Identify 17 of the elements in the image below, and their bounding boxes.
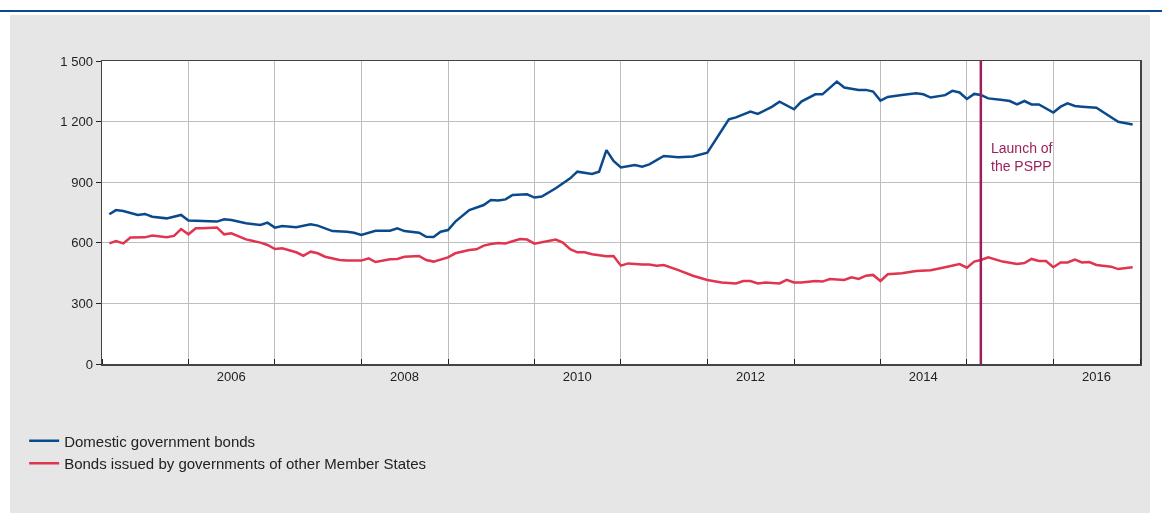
ref-line-label: Launch of the PSPP xyxy=(991,140,1053,175)
y-tick-label: 1 500 xyxy=(60,53,93,69)
line-series xyxy=(108,226,1134,285)
y-tick-label: 0 xyxy=(85,356,93,372)
line-series xyxy=(108,80,1134,239)
legend-label: Domestic government bonds xyxy=(64,432,256,450)
legend-label: Bonds issued by governments of other Member States xyxy=(64,455,427,473)
x-tick-label: 2016 xyxy=(1081,369,1111,385)
x-tick-label: 2010 xyxy=(562,369,592,385)
x-tick-label: 2012 xyxy=(735,369,765,385)
y-tick-label: 300 xyxy=(71,295,93,311)
y-tick-label: 900 xyxy=(71,174,93,190)
x-tick-label: 2008 xyxy=(389,369,419,385)
x-tick-label: 2014 xyxy=(908,369,938,385)
y-tick-label: 1 200 xyxy=(60,114,93,130)
x-tick-label: 2006 xyxy=(216,369,246,385)
y-tick-label: 600 xyxy=(71,235,93,251)
